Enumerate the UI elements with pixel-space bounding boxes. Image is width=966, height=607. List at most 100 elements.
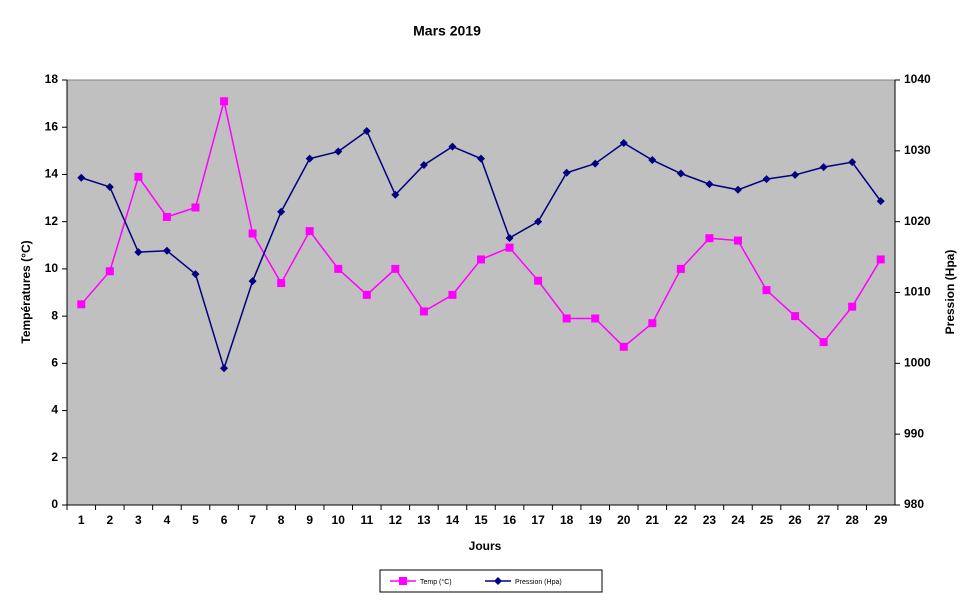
legend: Temp (°C) Pression (Hpa) xyxy=(379,569,603,593)
y-axis-label: Températures (°C) xyxy=(19,240,33,343)
marker xyxy=(591,314,600,323)
plot-area xyxy=(66,79,896,506)
marker xyxy=(791,312,800,321)
marker xyxy=(848,158,857,167)
marker xyxy=(705,234,714,243)
x-tick-label: 17 xyxy=(531,513,545,527)
marker xyxy=(105,182,114,191)
marker xyxy=(362,290,371,299)
marker xyxy=(848,302,857,311)
marker xyxy=(419,161,428,169)
marker xyxy=(676,264,685,273)
x-tick-label: 20 xyxy=(617,513,631,527)
marker xyxy=(648,156,657,165)
marker xyxy=(494,577,502,585)
marker xyxy=(399,577,407,585)
x-tick-label: 12 xyxy=(389,513,403,527)
y-tick-label: 0 xyxy=(51,497,58,511)
x-tick-label: 4 xyxy=(164,513,171,527)
marker xyxy=(162,212,171,221)
x-axis-label: Jours xyxy=(469,539,502,553)
x-tick-label: 26 xyxy=(788,513,802,527)
marker xyxy=(562,168,571,177)
marker xyxy=(220,364,229,373)
x-tick-label: 25 xyxy=(760,513,774,527)
marker xyxy=(534,217,543,226)
marker xyxy=(391,264,400,273)
marker xyxy=(191,203,200,212)
marker xyxy=(619,139,628,148)
x-tick-label: 14 xyxy=(446,513,460,527)
marker xyxy=(477,255,485,264)
marker xyxy=(77,300,86,309)
y2-axis-label: Pression (Hpa) xyxy=(943,250,957,335)
x-tick-label: 10 xyxy=(332,513,346,527)
x-tick-label: 29 xyxy=(874,513,888,527)
x-tick-label: 1 xyxy=(78,513,85,527)
marker xyxy=(505,243,514,252)
x-tick-label: 6 xyxy=(221,513,228,527)
marker xyxy=(277,207,286,216)
x-tick-label: 19 xyxy=(589,513,603,527)
marker xyxy=(105,267,114,276)
x-tick-label: 11 xyxy=(360,513,373,527)
y2-tick-label: 1040 xyxy=(904,72,931,86)
marker xyxy=(534,276,543,285)
y2-tick-label: 980 xyxy=(904,497,924,511)
y-tick-label: 18 xyxy=(45,72,59,86)
marker xyxy=(733,185,742,194)
y-tick-label: 2 xyxy=(51,450,58,464)
y-tick-label: 4 xyxy=(51,403,58,417)
marker xyxy=(391,190,400,199)
y-tick-label: 14 xyxy=(45,167,59,181)
marker xyxy=(505,233,514,242)
marker xyxy=(77,173,86,182)
marker xyxy=(762,286,771,295)
marker xyxy=(619,342,628,351)
marker xyxy=(277,279,286,288)
marker xyxy=(676,169,685,178)
legend-label: Temp (°C) xyxy=(420,578,452,586)
marker xyxy=(876,255,885,264)
x-tick-label: 28 xyxy=(845,513,859,527)
marker xyxy=(191,270,200,279)
x-tick-label: 7 xyxy=(249,513,256,527)
x-tick-label: 21 xyxy=(646,513,660,527)
marker xyxy=(648,319,657,328)
y-tick-label: 6 xyxy=(51,356,58,370)
x-tick-label: 23 xyxy=(703,513,717,527)
marker xyxy=(762,175,771,184)
marker xyxy=(134,172,143,181)
chart-title: Mars 2019 xyxy=(413,23,481,39)
marker xyxy=(448,142,457,151)
marker xyxy=(733,236,742,245)
x-tick-label: 13 xyxy=(417,513,431,527)
y-tick-label: 10 xyxy=(45,261,59,275)
y-tick-label: 16 xyxy=(45,119,59,133)
marker xyxy=(791,170,800,179)
marker xyxy=(591,159,600,168)
marker xyxy=(876,197,885,206)
marker xyxy=(562,314,571,323)
x-tick-label: 8 xyxy=(278,513,285,527)
marker xyxy=(448,290,457,299)
x-tick-label: 2 xyxy=(106,513,113,527)
y2-tick-label: 1010 xyxy=(904,285,931,299)
y-tick-label: 8 xyxy=(51,308,58,322)
marker xyxy=(334,147,343,156)
marker xyxy=(477,154,485,163)
marker xyxy=(705,180,714,189)
marker xyxy=(305,227,314,236)
x-tick-label: 9 xyxy=(306,513,313,527)
x-tick-label: 15 xyxy=(474,513,488,527)
x-tick-label: 18 xyxy=(560,513,574,527)
x-tick-label: 22 xyxy=(674,513,688,527)
marker xyxy=(220,97,229,106)
marker xyxy=(419,307,428,316)
marker xyxy=(248,277,257,286)
marker xyxy=(819,338,828,347)
marker xyxy=(162,246,171,255)
marker xyxy=(819,163,828,172)
x-tick-label: 5 xyxy=(192,513,199,527)
